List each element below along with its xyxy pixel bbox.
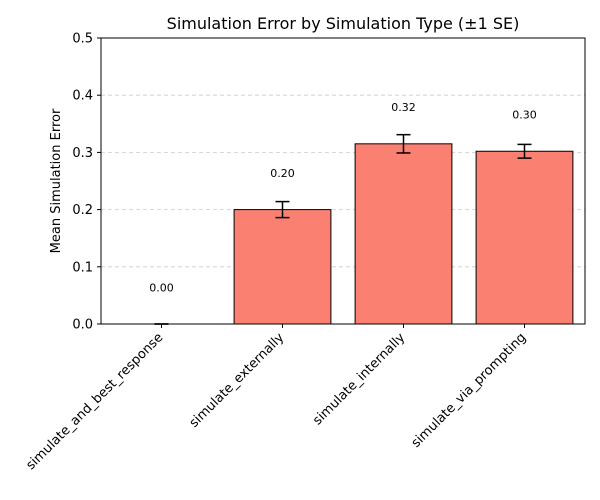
y-tick-label: 0.0 [72,318,93,333]
y-axis-label: Mean Simulation Error [49,108,64,253]
y-tick-label: 0.4 [72,89,93,104]
bar [354,143,453,325]
plot-frame [100,37,586,325]
y-tick-label: 0.5 [72,32,93,47]
y-axis-ticks: 0.0 0.1 0.2 0.3 0.4 0.5 [72,32,101,333]
bar [475,150,574,325]
data-labels: 0.00 0.20 0.32 0.30 [149,101,537,294]
chart-title: Simulation Error by Simulation Type (±1 … [167,14,520,33]
gridlines [101,94,585,268]
y-tick-label: 0.2 [72,203,93,218]
y-tick-label: 0.3 [72,146,93,161]
bars [112,143,574,325]
data-label: 0.30 [512,109,537,122]
data-label: 0.00 [149,281,174,294]
y-tick-label: 0.1 [72,260,93,275]
bar [233,209,332,325]
data-label: 0.32 [391,101,416,114]
data-label: 0.20 [270,167,295,180]
